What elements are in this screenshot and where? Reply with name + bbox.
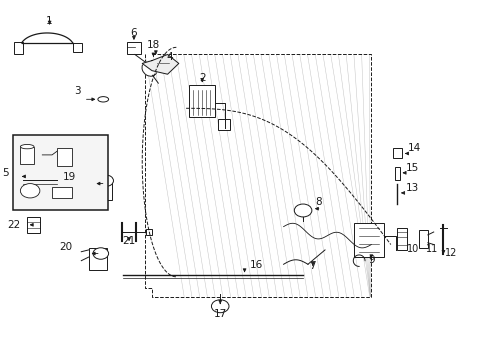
Text: 8: 8 <box>315 197 321 207</box>
Circle shape <box>211 300 228 313</box>
Bar <box>88 248 107 270</box>
Circle shape <box>20 184 40 198</box>
Text: 4: 4 <box>166 51 173 62</box>
Ellipse shape <box>98 96 108 102</box>
Bar <box>93 178 112 200</box>
Bar <box>418 230 427 248</box>
Text: 17: 17 <box>213 309 226 319</box>
Text: 9: 9 <box>367 255 374 265</box>
Text: 21: 21 <box>122 237 135 246</box>
Polygon shape <box>142 54 179 74</box>
Bar <box>188 85 215 117</box>
Text: 18: 18 <box>147 40 160 50</box>
Bar <box>146 229 152 235</box>
Text: 16: 16 <box>249 260 262 270</box>
Text: 11: 11 <box>425 243 437 253</box>
Circle shape <box>98 175 113 186</box>
Bar <box>217 119 229 130</box>
Ellipse shape <box>142 62 157 76</box>
Bar <box>126 42 141 54</box>
Text: 5: 5 <box>2 168 9 178</box>
Text: 14: 14 <box>407 144 420 153</box>
Text: 1: 1 <box>46 16 53 26</box>
Bar <box>353 223 383 257</box>
Bar <box>72 42 82 51</box>
Text: 3: 3 <box>74 86 80 96</box>
Text: 13: 13 <box>405 183 418 193</box>
Text: 15: 15 <box>405 163 418 173</box>
Bar <box>27 217 41 233</box>
Bar <box>20 147 34 164</box>
Bar <box>396 228 407 250</box>
Circle shape <box>294 204 311 217</box>
Bar <box>392 148 401 158</box>
Text: 10: 10 <box>407 243 419 253</box>
Bar <box>57 148 71 166</box>
Text: 19: 19 <box>63 172 76 182</box>
Bar <box>394 167 399 180</box>
Text: 12: 12 <box>445 248 457 258</box>
Text: 20: 20 <box>59 242 72 252</box>
Ellipse shape <box>20 144 34 149</box>
Text: 2: 2 <box>199 73 205 83</box>
Circle shape <box>93 248 108 259</box>
Text: 22: 22 <box>7 220 20 230</box>
Text: 7: 7 <box>309 261 316 271</box>
Bar <box>13 135 108 211</box>
Bar <box>14 42 23 54</box>
Text: 6: 6 <box>130 28 137 39</box>
Bar <box>52 187 71 198</box>
